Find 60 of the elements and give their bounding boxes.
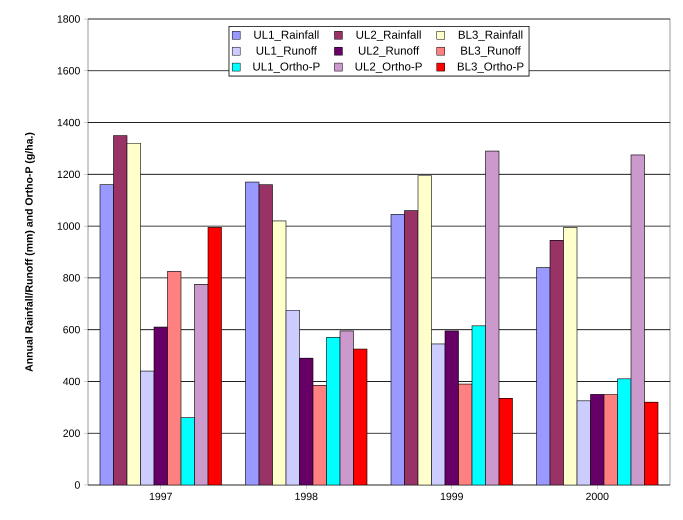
- bar: [617, 378, 632, 485]
- bar: [390, 214, 405, 485]
- bar: [340, 330, 354, 485]
- x-tick-label: 1999: [440, 492, 463, 500]
- legend-label: UL2_Rainfall: [356, 30, 421, 41]
- bar: [431, 344, 446, 485]
- y-tick-label: 1200: [58, 170, 80, 178]
- legend-label: UL1_Ortho-P: [253, 62, 320, 73]
- bar: [576, 400, 591, 485]
- bar: [644, 402, 658, 485]
- bar: [604, 394, 618, 485]
- legend-label: UL2_Runoff: [358, 46, 420, 57]
- bar: [353, 348, 368, 485]
- y-tick-label: 200: [63, 430, 80, 437]
- y-tick-label: 400: [63, 378, 80, 386]
- x-tick-label: 1997: [150, 492, 172, 500]
- bar: [630, 154, 645, 485]
- y-tick-label: 600: [63, 326, 80, 334]
- bar: [140, 371, 154, 485]
- bar: [181, 418, 195, 485]
- y-tick-label: 1800: [58, 15, 80, 23]
- bar: [485, 150, 500, 485]
- bar: [498, 398, 513, 485]
- bar: [326, 337, 340, 485]
- legend-label: BL3_Runoff: [461, 46, 521, 57]
- bar: [444, 330, 459, 485]
- bar: [458, 384, 472, 485]
- bar: [550, 240, 564, 485]
- bar: [258, 184, 273, 485]
- legend-label: UL2_Ortho-P: [356, 62, 422, 73]
- bar: [312, 385, 327, 485]
- legend-label: UL1_Runoff: [256, 46, 317, 57]
- bar: [418, 175, 432, 485]
- y-tick-label: 0: [74, 481, 80, 489]
- bar: [404, 210, 418, 485]
- bar: [272, 220, 286, 485]
- bar: [299, 358, 314, 485]
- y-tick-label: 1000: [58, 222, 80, 230]
- y-tick-label: 800: [63, 274, 80, 282]
- bar: [208, 227, 222, 485]
- legend-label: UL1_Rainfall: [254, 30, 318, 41]
- bar: [168, 271, 181, 485]
- bar: [590, 394, 604, 485]
- y-tick-label: 1400: [58, 118, 80, 126]
- bar: [536, 267, 550, 485]
- legend-label: BL3_Ortho-P: [458, 62, 524, 73]
- y-axis-title: Annual Rainfall/Runoff (mm) and Ortho-P (g/ha.): [24, 132, 35, 372]
- x-tick-label: 1998: [295, 492, 318, 500]
- bar: [563, 227, 578, 485]
- bar: [114, 135, 127, 485]
- x-tick-label: 2000: [586, 492, 609, 500]
- bar: [286, 310, 300, 485]
- bar: [100, 184, 114, 485]
- bar: [127, 143, 140, 485]
- legend-label: BL3_Rainfall: [458, 30, 522, 41]
- y-tick-label: 1600: [58, 67, 80, 74]
- bar: [154, 327, 168, 485]
- bar: [245, 182, 260, 485]
- bar: [194, 284, 208, 485]
- bar: [472, 325, 486, 485]
